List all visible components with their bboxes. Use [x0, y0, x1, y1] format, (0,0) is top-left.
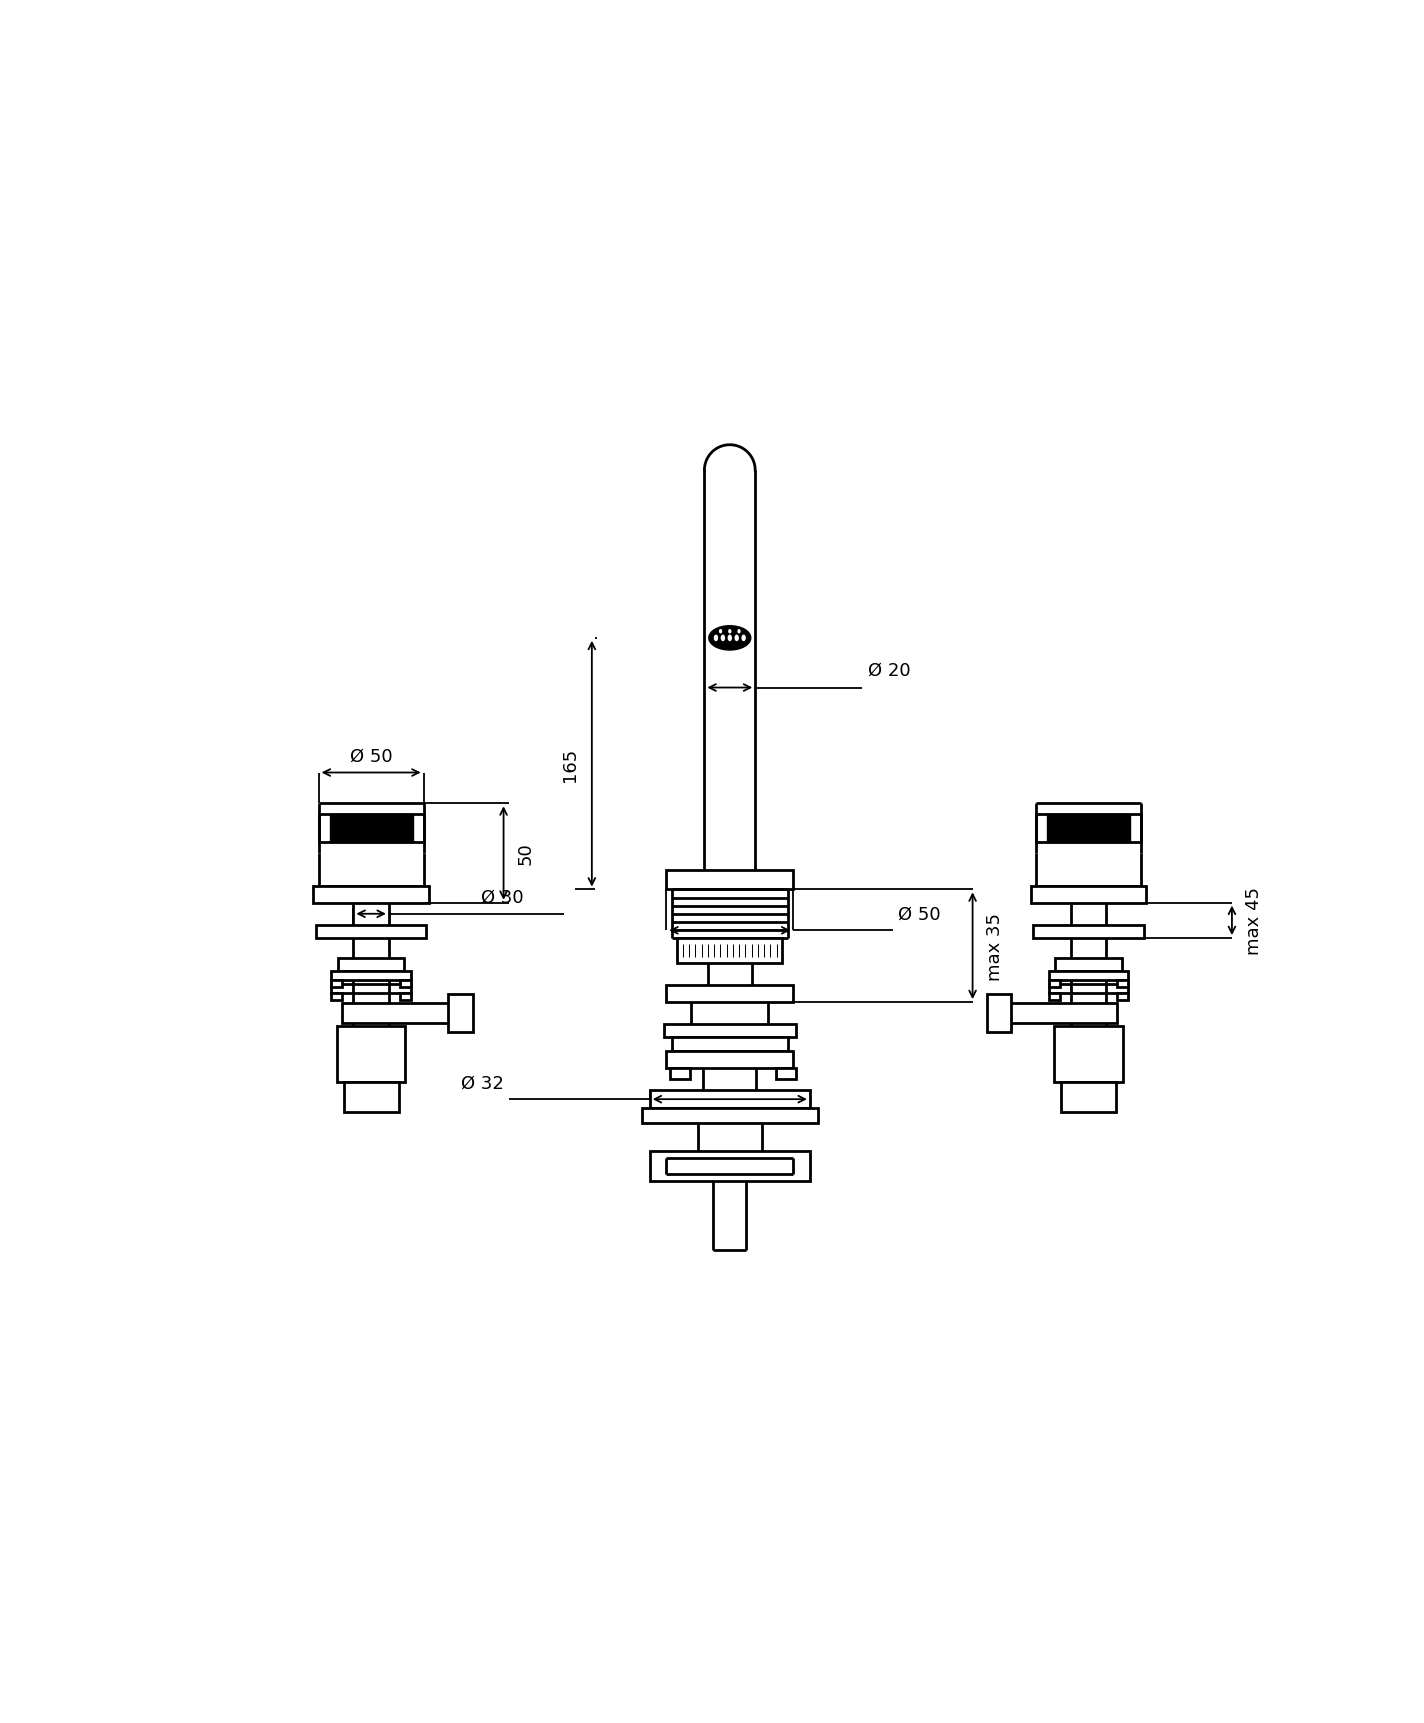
- Bar: [672, 1037, 787, 1051]
- Ellipse shape: [721, 636, 725, 641]
- Ellipse shape: [728, 629, 732, 634]
- Text: Ø 32: Ø 32: [461, 1073, 504, 1092]
- Bar: [1048, 994, 1059, 1001]
- Bar: [400, 994, 412, 1001]
- Bar: [342, 1003, 454, 1023]
- Bar: [649, 1091, 810, 1108]
- Bar: [337, 958, 404, 972]
- Bar: [1048, 972, 1128, 980]
- Text: 50: 50: [517, 843, 535, 865]
- Bar: [449, 994, 473, 1032]
- Text: max 35: max 35: [985, 911, 1004, 980]
- Bar: [666, 870, 793, 891]
- Bar: [987, 994, 1011, 1032]
- Bar: [319, 815, 423, 843]
- Bar: [666, 986, 793, 1003]
- Text: Ø 50: Ø 50: [350, 748, 393, 765]
- Ellipse shape: [728, 636, 732, 641]
- Bar: [666, 1051, 793, 1068]
- Bar: [1047, 815, 1129, 843]
- Bar: [678, 939, 782, 963]
- Bar: [1054, 1027, 1122, 1082]
- Text: 165: 165: [561, 748, 578, 781]
- Ellipse shape: [738, 629, 740, 634]
- Bar: [641, 1108, 817, 1123]
- Bar: [1061, 1082, 1116, 1113]
- Ellipse shape: [709, 627, 750, 651]
- Bar: [332, 972, 412, 980]
- Bar: [316, 925, 426, 939]
- Bar: [1031, 887, 1146, 903]
- Bar: [1034, 925, 1143, 939]
- Bar: [776, 1068, 796, 1080]
- Bar: [343, 1082, 399, 1113]
- Bar: [332, 980, 342, 987]
- Ellipse shape: [742, 636, 746, 641]
- Bar: [1005, 1003, 1118, 1023]
- Bar: [313, 887, 429, 903]
- Text: Ø 50: Ø 50: [899, 905, 941, 924]
- Bar: [1118, 994, 1128, 1001]
- Text: Ø 20: Ø 20: [867, 662, 910, 679]
- Bar: [332, 986, 412, 994]
- Text: Ø 30: Ø 30: [481, 889, 524, 906]
- Bar: [332, 994, 342, 1001]
- Bar: [1118, 980, 1128, 987]
- Bar: [664, 1025, 796, 1037]
- Bar: [671, 1068, 691, 1080]
- Ellipse shape: [735, 636, 739, 641]
- Bar: [649, 1151, 810, 1182]
- Bar: [1037, 815, 1141, 843]
- Bar: [337, 1027, 406, 1082]
- Bar: [1055, 958, 1122, 972]
- Bar: [330, 815, 413, 843]
- Bar: [1048, 986, 1128, 994]
- Bar: [1048, 980, 1059, 987]
- Bar: [400, 980, 412, 987]
- Text: max 45: max 45: [1245, 887, 1263, 955]
- Ellipse shape: [713, 636, 718, 641]
- Ellipse shape: [719, 629, 722, 634]
